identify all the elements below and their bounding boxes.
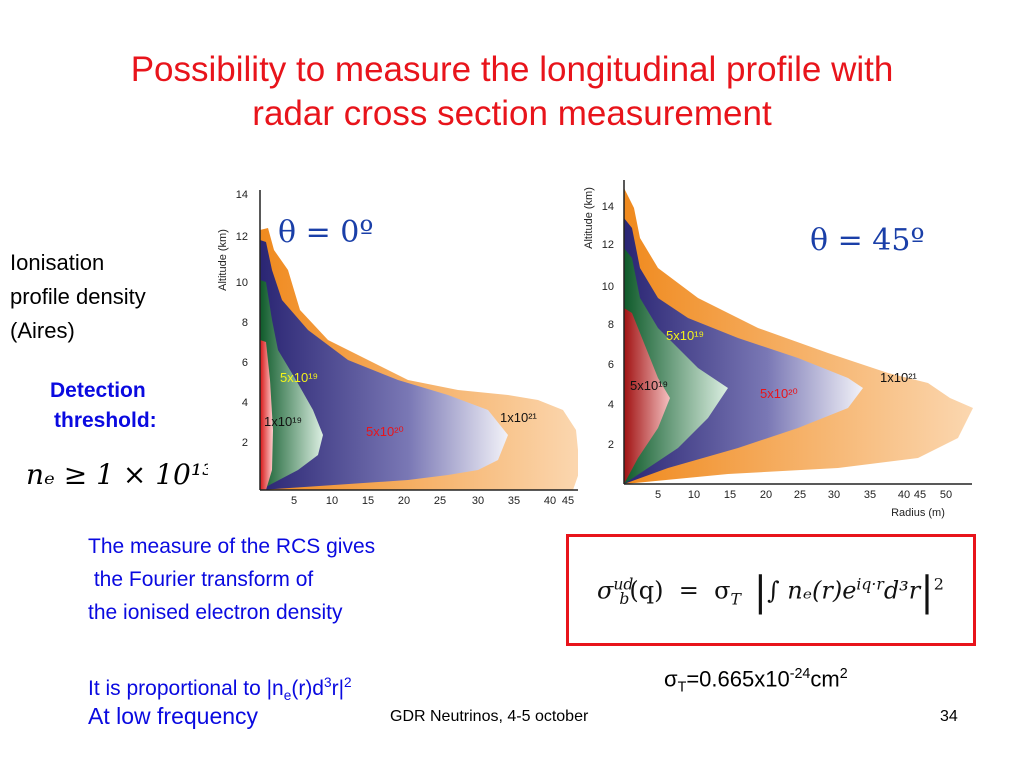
sigma-mid: =0.665x10 [686,666,790,692]
label-orange: 1x10²¹ [880,370,918,385]
x-tick: 20 [398,495,410,507]
label-purple: 5x10²⁰ [760,386,798,401]
prop-prefix: It is proportional to |n [88,677,284,700]
y-tick: 6 [242,357,248,369]
title-line-2: radar cross section measurement [252,94,772,133]
x-tick: 35 [864,489,876,501]
formula-power: 2 [933,574,944,594]
profile-plot-45deg: Altitude (km) 2 4 6 8 10 12 14 5 10 15 2… [578,168,978,522]
y-tick: 10 [236,277,248,289]
x-tick: 5 [655,489,661,501]
x-tick: 40 [544,495,556,507]
sigma-sub: T [677,679,687,696]
prop-sup: 3 [324,675,332,690]
x-tick: 45 [562,495,574,507]
sigma-prefix: σ [664,666,678,692]
y-tick: 2 [608,439,614,451]
rcs-formula-box: σudb(q) = σT |∫ nₑ(r)eiq·rd³r|2 [566,534,976,646]
formula-exp: iq·r [856,575,884,594]
formula-lhs: σ [597,576,614,605]
red-region [624,308,670,484]
ionisation-line: profile density [10,284,146,309]
formula-tail: d³r [883,576,921,605]
y-tick: 10 [602,281,614,293]
rcs-line: the ionised electron density [88,601,343,624]
red-region [260,340,273,490]
y-tick: 14 [602,201,614,213]
ionisation-line: (Aires) [10,318,75,343]
angle-label: θ = 0º [278,215,373,250]
y-tick: 4 [608,399,614,411]
proportional-text: It is proportional to |ne(r)d3r|2 [88,666,352,712]
slide-title: Possibility to measure the longitudinal … [40,48,984,136]
rcs-line: the Fourier transform of [88,568,314,591]
label-red: 1x10¹⁹ [264,414,302,429]
label-green: 5x10¹⁹ [280,370,318,385]
profile-plot-0deg: Altitude (km) 2 4 6 8 10 12 14 5 10 15 2… [208,170,600,514]
low-frequency-text: At low frequency [88,703,259,729]
y-tick: 12 [602,239,614,251]
sigma-t-value: σT=0.665x10-24cm2 [664,666,848,696]
x-axis-label: Radius (m) [891,507,945,519]
sigma-sup: -24 [789,666,811,682]
formula-lhs-arg: (q) = σ [629,576,731,605]
detection-line: Detection [50,379,146,402]
x-tick: 15 [724,489,736,501]
sigma-unit-sup: 2 [839,666,848,682]
axes-45deg: Altitude (km) 2 4 6 8 10 12 14 5 10 15 2… [583,180,972,519]
footer-text: GDR Neutrinos, 4-5 october [390,708,589,725]
prop-sub: e [283,688,292,704]
x-tick: 25 [794,489,806,501]
ionisation-label: Ionisation profile density (Aires) [10,246,146,348]
prop-mid: (r)d [291,677,324,700]
x-tick: 30 [828,489,840,501]
y-tick: 12 [236,231,248,243]
prop-end: r| [331,677,345,700]
y-axis-label: Altitude (km) [583,187,595,249]
x-tick: 50 [940,489,952,501]
x-tick: 35 [508,495,520,507]
x-tick: 5 [291,495,297,507]
y-tick: 6 [608,359,614,371]
formula-integrand: ∫ nₑ(r)e [767,576,857,605]
title-line-1: Possibility to measure the longitudinal … [130,50,894,89]
purple-region [260,240,508,490]
formula-lhs-sub: b [619,590,630,609]
sigma-unit: cm [810,666,840,692]
formula-lhs-sup: ud [613,575,634,594]
label-orange: 1x10²¹ [500,410,538,425]
label-red: 5x10¹⁹ [630,378,668,393]
y-tick: 8 [242,317,248,329]
prop-sup2: 2 [344,675,352,690]
detection-label: Detection threshold: [50,376,157,436]
label-purple: 5x10²⁰ [366,424,404,439]
rcs-line: The measure of the RCS gives [88,535,376,558]
axes-0deg: Altitude (km) 2 4 6 8 10 12 14 5 10 15 2… [217,189,596,507]
detection-line: threshold: [54,409,157,432]
angle-label: θ = 45º [810,223,925,258]
x-tick: 10 [326,495,338,507]
formula-sigma-sub: T [730,590,741,609]
x-tick: 15 [362,495,374,507]
green-region [260,280,323,490]
ionisation-line: Ionisation [10,250,105,275]
x-tick: 20 [760,489,772,501]
y-tick: 4 [242,397,248,409]
y-axis-label: Altitude (km) [217,229,229,291]
x-tick: 40 [898,489,910,501]
x-tick: 45 [914,489,926,501]
y-tick: 14 [236,189,248,201]
label-green: 5x10¹⁹ [666,328,704,343]
rcs-formula: σudb(q) = σT |∫ nₑ(r)eiq·rd³r|2 [597,569,944,615]
x-tick: 10 [688,489,700,501]
page-number: 34 [940,708,958,725]
x-tick: 25 [434,495,446,507]
rcs-description: The measure of the RCS gives the Fourier… [88,530,375,629]
x-tick: 30 [472,495,484,507]
y-tick: 2 [242,437,248,449]
y-tick: 8 [608,319,614,331]
